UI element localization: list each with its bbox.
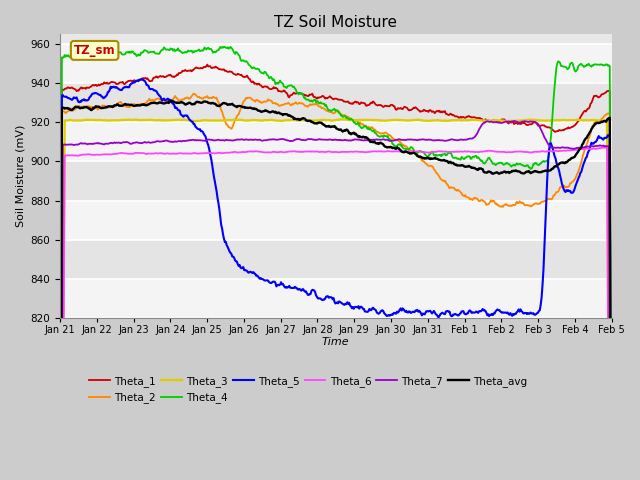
Theta_4 [382,133,390,139]
Theta_2 [382,130,390,135]
Theta_6 [198,150,205,156]
Theta_5 [155,92,163,97]
Line: Theta_3: Theta_3 [60,119,612,480]
Theta_1 [204,62,211,68]
Theta_1 [307,92,314,97]
Theta_3 [382,118,390,123]
Theta_6 [306,148,314,154]
Theta_4 [426,152,433,157]
Theta_4 [307,98,314,104]
Theta_7 [306,136,314,142]
Theta_5 [139,77,147,83]
Theta_1 [198,65,205,71]
Legend: Theta_1, Theta_2, Theta_3, Theta_4, Theta_5, Theta_6, Theta_7, Theta_avg: Theta_1, Theta_2, Theta_3, Theta_4, Thet… [85,372,532,408]
Line: Theta_7: Theta_7 [60,121,612,480]
Theta_6 [472,149,479,155]
Theta_1 [382,103,390,108]
Theta_avg [382,144,390,150]
Theta_6 [381,149,389,155]
Theta_7 [381,137,389,143]
Theta_3 [306,117,314,123]
Bar [60,122,612,161]
Theta_4 [472,153,480,159]
Bar [60,201,612,240]
Theta_6 [602,144,610,150]
Bar [60,240,612,279]
Line: Theta_5: Theta_5 [60,80,612,480]
Text: TZ_sm: TZ_sm [74,44,115,57]
Theta_5 [426,308,433,314]
Theta_3 [472,117,480,123]
Theta_3 [154,117,161,123]
Bar [60,44,612,83]
Theta_avg [307,118,314,124]
Theta_2 [307,101,314,107]
Theta_2 [472,195,480,201]
Theta_5 [307,291,314,297]
Line: Theta_6: Theta_6 [60,147,612,480]
Line: Theta_avg: Theta_avg [60,101,612,480]
Theta_2 [189,91,197,96]
Theta_avg [154,100,161,106]
X-axis label: Time: Time [322,337,349,347]
Theta_5 [382,312,390,318]
Line: Theta_1: Theta_1 [60,65,612,480]
Theta_4 [220,44,228,49]
Theta_avg [426,156,433,161]
Theta_2 [199,96,207,102]
Theta_avg [472,166,480,172]
Theta_2 [426,163,433,168]
Theta_3 [426,118,433,124]
Theta_avg [168,98,176,104]
Theta_2 [154,96,161,101]
Theta_1 [154,75,161,81]
Theta_1 [472,115,480,121]
Theta_7 [154,138,161,144]
Theta_3 [198,118,205,123]
Theta_4 [198,48,205,53]
Theta_1 [426,108,433,113]
Line: Theta_4: Theta_4 [60,47,612,480]
Theta_4 [154,51,161,57]
Bar [60,279,612,318]
Theta_3 [338,116,346,122]
Title: TZ Soil Moisture: TZ Soil Moisture [275,15,397,30]
Line: Theta_2: Theta_2 [60,94,612,480]
Theta_7 [510,118,518,124]
Theta_5 [199,129,207,135]
Theta_7 [198,138,205,144]
Theta_7 [424,137,432,143]
Theta_7 [472,133,479,139]
Y-axis label: Soil Moisture (mV): Soil Moisture (mV) [15,125,25,228]
Theta_5 [472,309,480,314]
Theta_6 [154,151,161,156]
Bar [60,83,612,122]
Bar [60,161,612,201]
Theta_6 [424,150,432,156]
Theta_avg [199,99,207,105]
